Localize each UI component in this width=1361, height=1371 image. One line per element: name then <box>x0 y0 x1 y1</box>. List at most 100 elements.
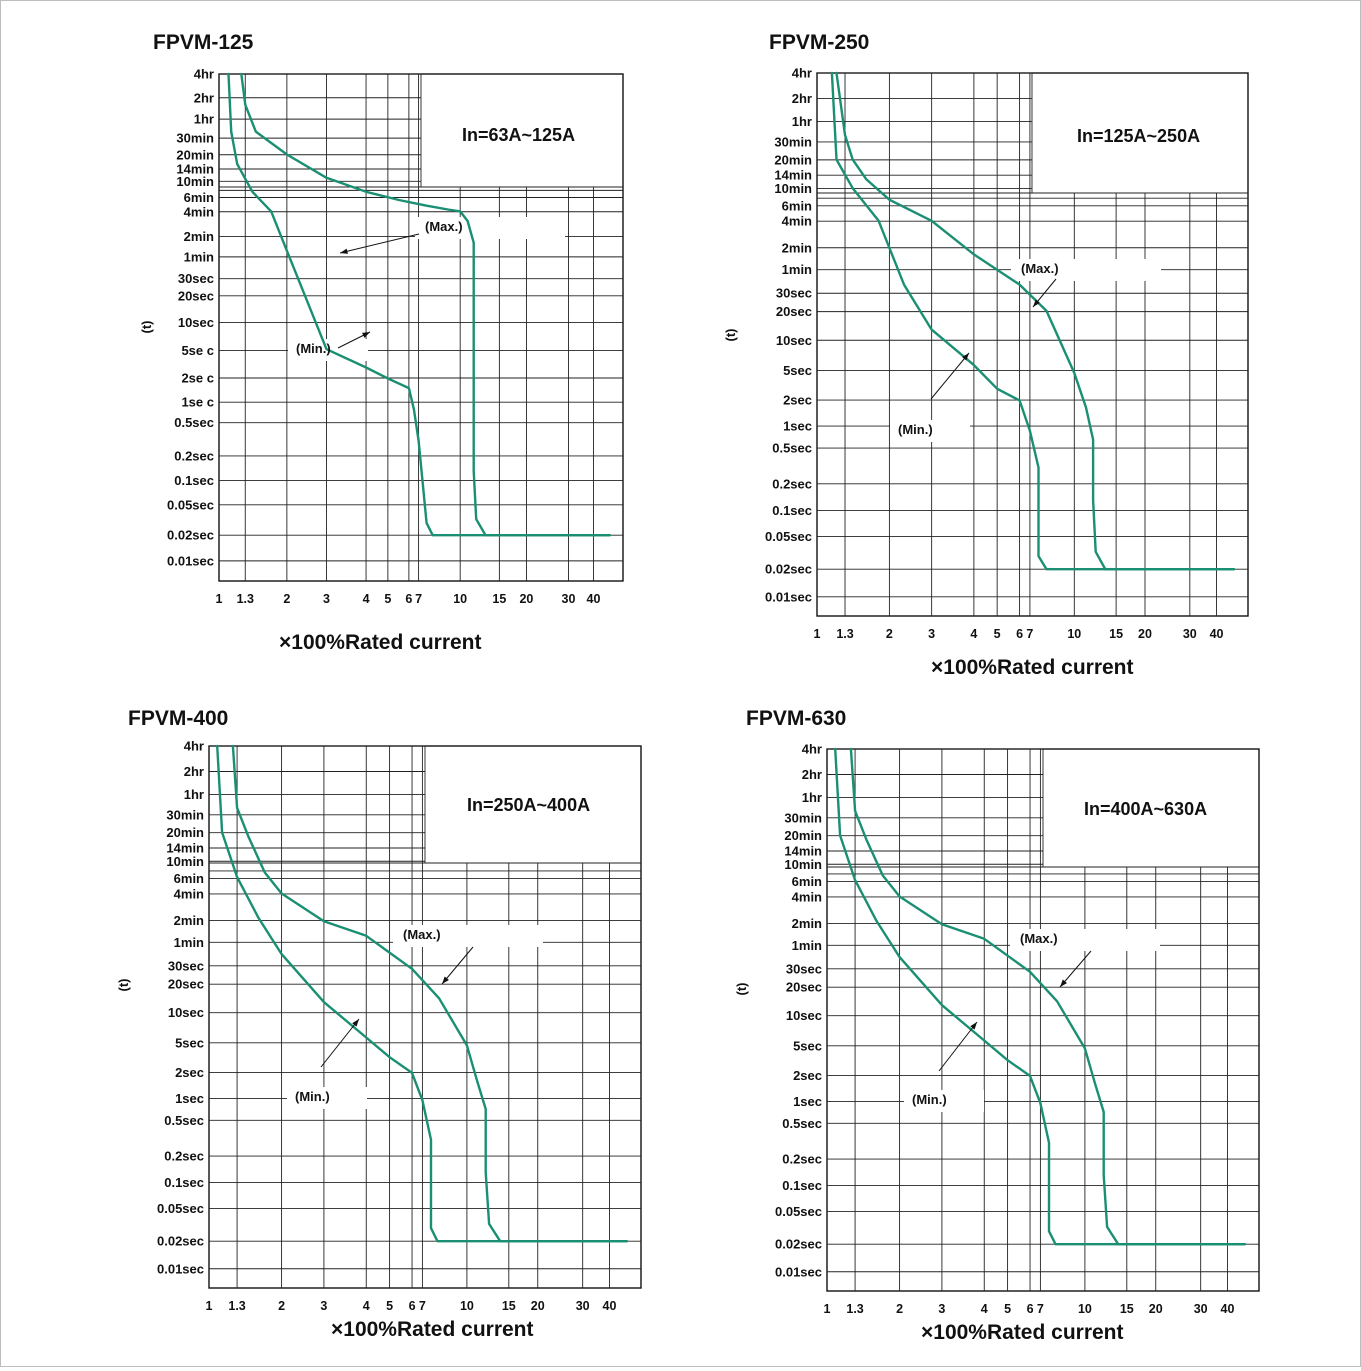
max-arrow <box>339 233 420 254</box>
x-tick-label: 7 <box>415 592 422 606</box>
y-tick-label: 20min <box>784 828 822 843</box>
y-tick-label: 30min <box>176 131 214 146</box>
x-tick-label: 15 <box>492 592 506 606</box>
max-arrow <box>1059 950 1092 988</box>
y-tick-label: 10min <box>166 854 204 869</box>
y-tick-label: 0.02sec <box>167 528 214 543</box>
y-tick-label: 2min <box>174 913 204 928</box>
max-trip-curve <box>231 744 628 1243</box>
y-tick-label: 5sec <box>175 1035 204 1050</box>
y-tick-label: 0.5sec <box>174 415 214 430</box>
x-tick-label: 15 <box>1120 1302 1134 1316</box>
x-tick-label: 3 <box>928 627 935 641</box>
y-tick-label: 20sec <box>178 288 214 303</box>
y-tick-label: 0.5sec <box>164 1113 204 1128</box>
chart-title: FPVM-250 <box>769 31 869 54</box>
chart-panel-2: FPVM-2504hr2hr1hr30min20min14min10min6mi… <box>723 31 1249 679</box>
plot-area <box>816 72 1249 617</box>
min-arrow <box>930 352 970 400</box>
y-tick-label: 0.5sec <box>782 1116 822 1131</box>
x-tick-label: 30 <box>1194 1302 1208 1316</box>
x-tick-label: 10 <box>460 1299 474 1313</box>
x-tick-label: 5 <box>384 592 391 606</box>
x-tick-label: 5 <box>994 627 1001 641</box>
y-tick-label: 10min <box>176 174 214 189</box>
x-tick-label: 3 <box>938 1302 945 1316</box>
x-tick-label: 2 <box>886 627 893 641</box>
y-axis-label: (t) <box>723 329 738 342</box>
y-tick-label: 10min <box>784 857 822 872</box>
y-tick-label: 20sec <box>776 304 812 319</box>
y-tick-label: 2hr <box>184 764 204 779</box>
x-tick-label: 5 <box>386 1299 393 1313</box>
y-tick-label: 20min <box>774 152 812 167</box>
min-trip-curve <box>834 747 1246 1246</box>
y-tick-label: 20sec <box>786 980 822 995</box>
y-tick-label: 5sec <box>783 363 812 378</box>
max-annotation: (Max.) <box>1020 931 1058 946</box>
x-tick-label: 4 <box>363 592 370 606</box>
y-tick-label: 4min <box>792 889 822 904</box>
max-trip-curve <box>835 71 1236 571</box>
x-tick-label: 1 <box>814 627 821 641</box>
x-tick-label: 6 <box>405 592 412 606</box>
y-axis-label: (t) <box>734 983 749 996</box>
y-tick-label: 1sec <box>175 1091 204 1106</box>
y-tick-label: 30sec <box>776 286 812 301</box>
max-annotation: (Max.) <box>1021 261 1059 276</box>
x-tick-label: 2 <box>283 592 290 606</box>
y-tick-label: 1sec <box>793 1094 822 1109</box>
min-label-box <box>904 1090 984 1112</box>
y-tick-label: 0.05sec <box>167 497 214 512</box>
min-annotation: (Min.) <box>295 1089 330 1104</box>
x-tick-label: 15 <box>502 1299 516 1313</box>
max-annotation: (Max.) <box>403 927 441 942</box>
y-tick-label: 1sec <box>783 419 812 434</box>
y-tick-label: 30sec <box>178 271 214 286</box>
y-tick-label: 10sec <box>178 315 214 330</box>
y-tick-label: 2hr <box>792 91 812 106</box>
y-tick-label: 2sec <box>793 1068 822 1083</box>
y-tick-label: 6min <box>174 871 204 886</box>
y-tick-label: 0.01sec <box>775 1264 822 1279</box>
y-tick-label: 30sec <box>786 961 822 976</box>
min-trip-curve <box>830 71 1236 571</box>
x-tick-label: 30 <box>576 1299 590 1313</box>
y-tick-label: 1min <box>792 938 822 953</box>
y-tick-label: 30min <box>784 810 822 825</box>
y-tick-label: 10sec <box>786 1008 822 1023</box>
max-label-box <box>1011 259 1161 281</box>
x-tick-label: 7 <box>1026 627 1033 641</box>
y-tick-label: 14min <box>176 162 214 177</box>
y-tick-label: 1min <box>174 935 204 950</box>
x-tick-label: 1.3 <box>836 627 853 641</box>
x-tick-label: 20 <box>1149 1302 1163 1316</box>
x-tick-label: 2 <box>278 1299 285 1313</box>
x-tick-label: 1 <box>216 592 223 606</box>
x-tick-label: 40 <box>1221 1302 1235 1316</box>
x-tick-label: 1 <box>206 1299 213 1313</box>
x-tick-label: 6 <box>1016 627 1023 641</box>
y-tick-label: 2hr <box>802 767 822 782</box>
min-label-box <box>890 420 970 442</box>
y-tick-label: 2min <box>782 240 812 255</box>
x-tick-label: 20 <box>1138 627 1152 641</box>
x-tick-label: 3 <box>323 592 330 606</box>
y-tick-label: 0.1sec <box>782 1178 822 1193</box>
y-tick-label: 20sec <box>168 977 204 992</box>
y-tick-label: 14min <box>166 841 204 856</box>
y-tick-label: 1min <box>184 249 214 264</box>
y-tick-label: 1hr <box>194 112 214 127</box>
min-arrow <box>938 1021 978 1072</box>
rating-label: In=125A~250A <box>1077 126 1200 146</box>
max-annotation: (Max.) <box>425 219 463 234</box>
y-tick-label: 0.02sec <box>765 562 812 577</box>
x-tick-label: 40 <box>587 592 601 606</box>
min-arrow-head <box>362 332 370 338</box>
y-tick-label: 10sec <box>776 333 812 348</box>
y-tick-label: 14min <box>784 844 822 859</box>
chart-panel-4: FPVM-6304hr2hr1hr30min20min14min10min6mi… <box>734 707 1260 1344</box>
y-tick-label: 4min <box>174 886 204 901</box>
min-arrow-head <box>352 1019 359 1027</box>
